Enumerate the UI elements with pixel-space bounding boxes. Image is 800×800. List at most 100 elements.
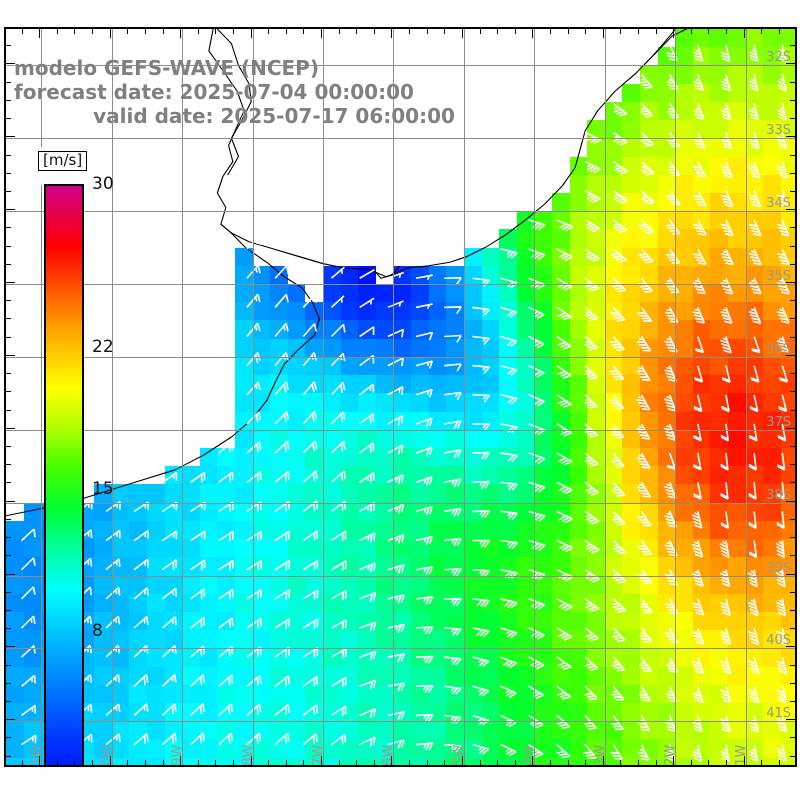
colorbar[interactable]: [m/s] 30221580 xyxy=(38,151,114,765)
axis-tick xyxy=(356,29,357,34)
lon-label: 58W xyxy=(241,744,256,767)
axis-tick xyxy=(110,756,111,765)
axis-tick xyxy=(6,136,15,137)
axis-tick xyxy=(568,29,569,34)
axis-tick xyxy=(786,63,795,64)
axis-tick xyxy=(444,29,445,34)
lat-label: 34S xyxy=(766,196,791,211)
lat-label: 38S xyxy=(766,488,791,503)
axis-tick xyxy=(286,29,287,34)
axis-tick xyxy=(6,464,11,465)
axis-tick xyxy=(409,760,410,765)
axis-tick xyxy=(6,63,15,64)
axis-tick xyxy=(127,29,128,34)
axis-tick xyxy=(6,719,15,720)
axis-tick xyxy=(339,29,340,34)
axis-tick xyxy=(339,760,340,765)
axis-tick xyxy=(251,756,252,765)
axis-tick xyxy=(6,337,11,338)
axis-tick xyxy=(726,760,727,765)
axis-tick xyxy=(198,760,199,765)
map-plot-area[interactable]: 61W 60W 59W 58W 57W 56W 55W 54W 53W 52W 51W 32S 33S… xyxy=(4,27,797,767)
axis-tick xyxy=(22,29,23,34)
lat-label: 35S xyxy=(766,269,791,284)
axis-tick xyxy=(462,756,463,765)
axis-tick xyxy=(568,760,569,765)
axis-tick xyxy=(790,118,795,119)
axis-tick xyxy=(790,191,795,192)
axis-tick xyxy=(6,173,11,174)
axis-tick xyxy=(786,355,795,356)
axis-tick xyxy=(786,136,795,137)
axis-tick xyxy=(6,264,11,265)
axis-tick xyxy=(6,428,15,429)
axis-tick xyxy=(6,537,11,538)
axis-tick xyxy=(790,756,795,757)
axis-tick xyxy=(790,555,795,556)
axis-tick xyxy=(321,29,322,38)
axis-tick xyxy=(638,29,639,34)
colorbar-tick-label: 15 xyxy=(92,479,114,499)
axis-tick xyxy=(39,756,40,765)
axis-tick xyxy=(6,191,11,192)
lat-label: 37S xyxy=(766,415,791,430)
axis-tick xyxy=(6,592,11,593)
axis-tick xyxy=(790,45,795,46)
axis-tick xyxy=(480,760,481,765)
axis-tick xyxy=(163,29,164,34)
axis-tick xyxy=(6,519,11,520)
axis-tick xyxy=(497,760,498,765)
axis-tick xyxy=(251,29,252,38)
axis-tick xyxy=(374,29,375,34)
axis-tick xyxy=(6,501,15,502)
lat-label: 39S xyxy=(766,561,791,576)
axis-tick xyxy=(6,756,11,757)
axis-tick xyxy=(790,446,795,447)
axis-tick xyxy=(6,300,11,301)
axis-tick xyxy=(726,29,727,34)
lon-label: 59W xyxy=(170,744,185,767)
axis-tick xyxy=(779,760,780,765)
axis-tick xyxy=(638,760,639,765)
axis-tick xyxy=(673,29,674,38)
axis-tick xyxy=(515,760,516,765)
axis-tick xyxy=(790,610,795,611)
axis-tick xyxy=(656,29,657,34)
lon-label: 51W xyxy=(734,744,749,767)
axis-tick xyxy=(790,227,795,228)
axis-tick xyxy=(786,282,795,283)
axis-tick xyxy=(391,29,392,38)
axis-tick xyxy=(6,82,11,83)
axis-tick xyxy=(620,29,621,34)
axis-tick xyxy=(74,760,75,765)
axis-tick xyxy=(6,246,11,247)
axis-tick xyxy=(790,391,795,392)
axis-tick xyxy=(6,482,11,483)
axis-tick xyxy=(145,760,146,765)
axis-tick xyxy=(790,683,795,684)
axis-tick xyxy=(790,737,795,738)
axis-tick xyxy=(321,756,322,765)
axis-tick xyxy=(4,29,5,34)
lat-label: 40S xyxy=(766,633,791,648)
axis-tick xyxy=(532,29,533,38)
axis-tick xyxy=(233,760,234,765)
axis-tick xyxy=(356,760,357,765)
axis-tick xyxy=(6,100,11,101)
lon-label: 60W xyxy=(100,744,115,767)
axis-tick xyxy=(761,29,762,34)
axis-tick xyxy=(427,760,428,765)
axis-tick xyxy=(6,373,11,374)
axis-tick xyxy=(620,760,621,765)
axis-tick xyxy=(6,355,15,356)
axis-tick xyxy=(779,29,780,34)
axis-tick xyxy=(215,29,216,34)
axis-tick xyxy=(233,29,234,34)
lon-label: 57W xyxy=(311,744,326,767)
axis-tick xyxy=(480,29,481,34)
axis-tick xyxy=(6,574,15,575)
wind-barb-overlay xyxy=(6,29,795,765)
axis-tick xyxy=(790,592,795,593)
axis-tick xyxy=(92,760,93,765)
